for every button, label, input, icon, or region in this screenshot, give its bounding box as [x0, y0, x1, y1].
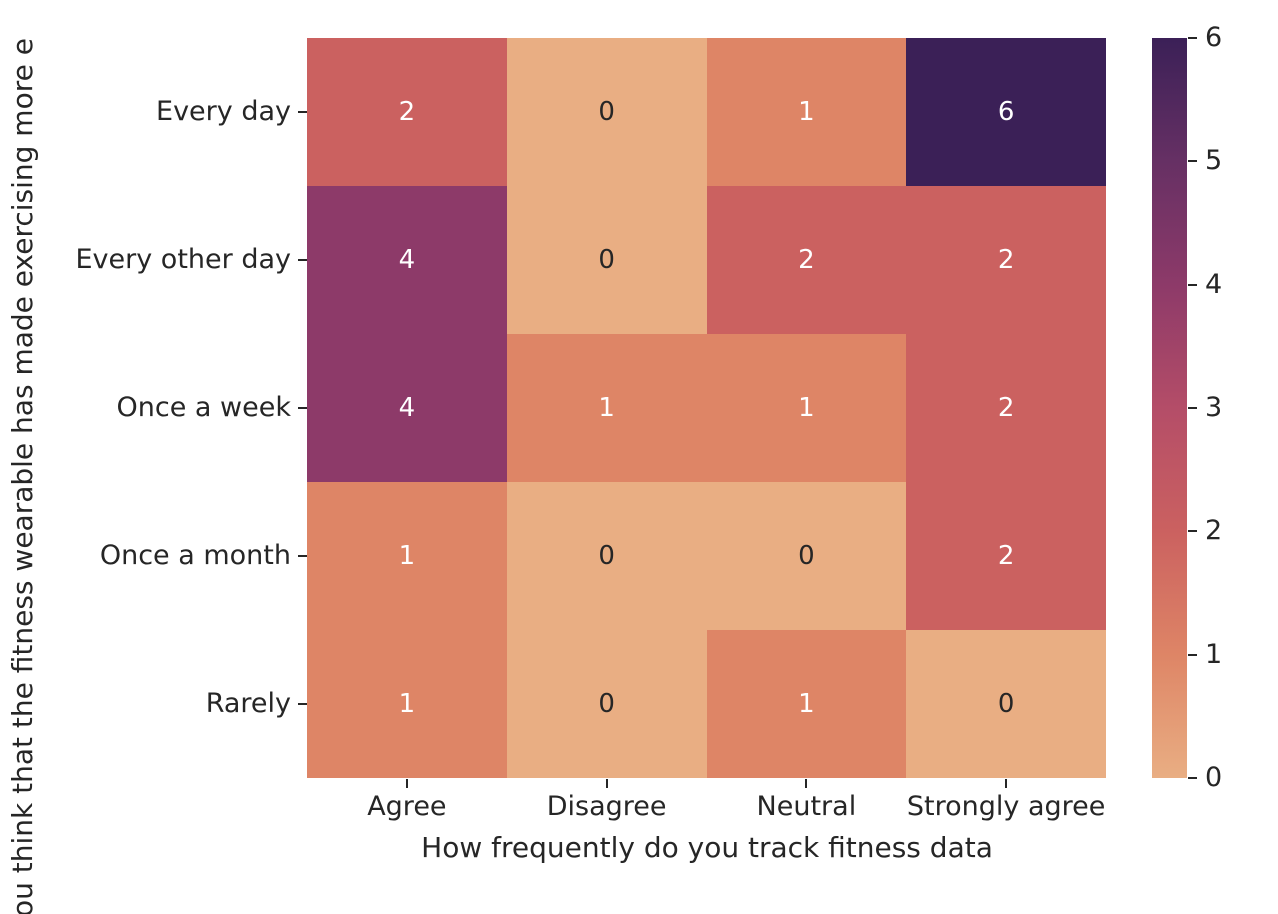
colorbar-tick-mark [1188, 777, 1197, 779]
x-axis-label: How frequently do you track fitness data [421, 831, 993, 864]
x-tick-label-3: Strongly agree [906, 791, 1106, 822]
y-tick-label-0: Every day [156, 96, 291, 127]
y-tick-label-3: Once a month [99, 540, 291, 571]
colorbar-tick-label-3: 3 [1205, 392, 1223, 423]
heatmap-cell-r2-c3: 2 [906, 334, 1106, 482]
colorbar-tick-label-0: 0 [1205, 762, 1223, 793]
y-tick-mark [298, 703, 307, 705]
heatmap-cell-r4-c3: 0 [906, 630, 1106, 778]
colorbar-tick-mark [1188, 530, 1197, 533]
colorbar-tick-mark [1188, 653, 1197, 656]
heatmap-cell-r2-c1: 1 [506, 334, 707, 482]
heatmap-cell-r0-c2: 1 [706, 38, 907, 186]
y-tick-label-2: Once a week [116, 392, 291, 423]
heatmap-cell-r3-c2: 0 [706, 482, 907, 630]
y-tick-mark [298, 259, 307, 261]
heatmap-cell-r3-c1: 0 [506, 482, 707, 630]
heatmap-cell-r1-c1: 0 [506, 186, 707, 334]
y-tick-mark [298, 555, 307, 557]
heatmap-cell-r1-c3: 2 [906, 186, 1106, 334]
colorbar-tick-mark [1188, 407, 1197, 409]
heatmap-cell-r4-c1: 0 [506, 630, 707, 778]
heatmap-cell-r1-c0: 4 [307, 186, 507, 334]
y-tick-label-1: Every other day [75, 244, 292, 275]
colorbar-tick-mark [1188, 283, 1197, 286]
heatmap-cell-r1-c2: 2 [706, 186, 907, 334]
heatmap-cell-r0-c1: 0 [506, 38, 707, 186]
colorbar-tick-mark [1188, 160, 1197, 163]
x-tick-mark [1005, 779, 1008, 788]
y-tick-label-4: Rarely [205, 688, 291, 719]
heatmap-cell-r4-c0: 1 [307, 630, 507, 778]
x-tick-mark [605, 779, 608, 788]
heatmap-cell-r2-c2: 1 [706, 334, 907, 482]
x-tick-label-1: Disagree [546, 791, 667, 822]
x-tick-label-2: Neutral [756, 791, 857, 822]
colorbar [1152, 38, 1187, 778]
colorbar-tick-label-5: 5 [1205, 145, 1223, 177]
colorbar-tick-label-2: 2 [1205, 515, 1223, 547]
colorbar-tick-label-1: 1 [1205, 638, 1223, 670]
heatmap-cell-r3-c3: 2 [906, 482, 1106, 630]
colorbar-tick-label-6: 6 [1205, 22, 1223, 53]
y-axis-label: ou think that the fitness wearable has m… [6, 38, 39, 914]
y-tick-mark [298, 111, 307, 113]
x-tick-mark [805, 779, 808, 788]
heatmap-cell-r0-c0: 2 [307, 38, 507, 186]
colorbar-tick-mark [1188, 37, 1197, 39]
x-tick-label-0: Agree [367, 791, 447, 822]
heatmap-cell-r0-c3: 6 [906, 38, 1106, 186]
y-tick-mark [298, 407, 307, 409]
colorbar-tick-label-4: 4 [1205, 268, 1223, 300]
x-tick-mark [405, 779, 408, 788]
heatmap-cell-r4-c2: 1 [706, 630, 907, 778]
heatmap-cell-r3-c0: 1 [307, 482, 507, 630]
heatmap-cell-r2-c0: 4 [307, 334, 507, 482]
